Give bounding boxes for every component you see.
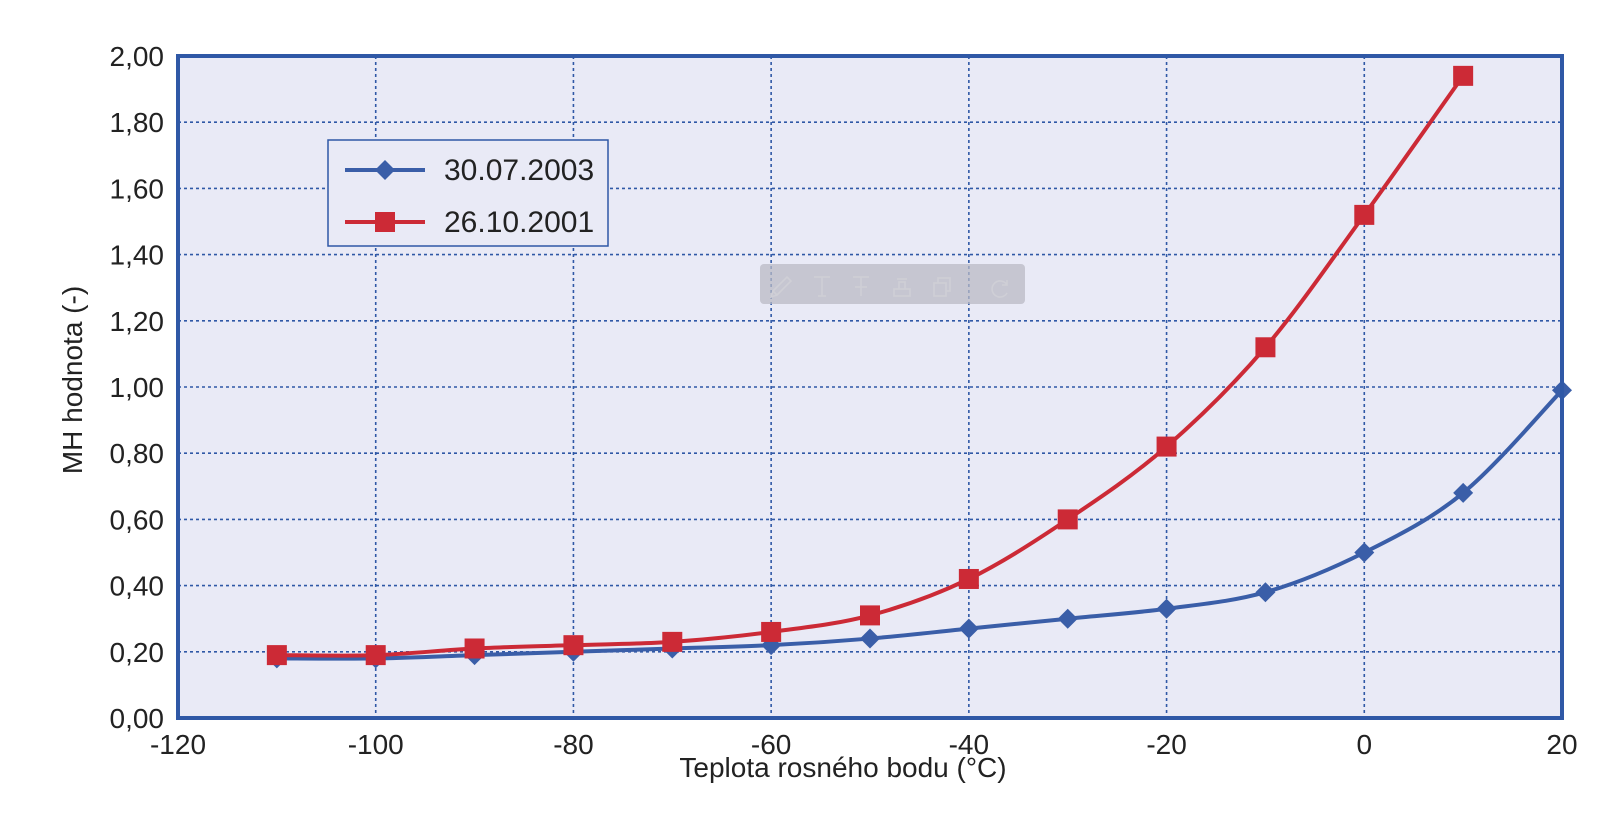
series-line [276, 74, 1465, 658]
data-point [958, 568, 979, 589]
data-point [1255, 337, 1276, 358]
x-tick-label: -80 [553, 729, 593, 760]
y-tick-label: 1,00 [110, 372, 165, 403]
plot-frame [176, 54, 1564, 720]
legend-marker [375, 160, 395, 180]
y-tick-label: 1,80 [110, 107, 165, 138]
y-tick-label: 1,40 [110, 240, 165, 271]
tick-labels: -120 -100 -80 -60 -40 -20 0 20 0,00 0,20 0,40 0,60 0… [110, 41, 1578, 760]
rotate-icon[interactable] [991, 280, 1008, 298]
toolbar-background [760, 264, 1025, 304]
legend-item: 30.07.2003 [345, 154, 594, 187]
copy-icon[interactable] [933, 277, 951, 297]
x-tick-label: 20 [1546, 729, 1577, 760]
x-tick-label: -20 [1146, 729, 1186, 760]
legend-label: 30.07.2003 [444, 154, 594, 187]
series-2 [266, 65, 1474, 666]
x-tick-label: 0 [1356, 729, 1372, 760]
x-tick-label: -60 [751, 729, 791, 760]
y-tick-label: 0,40 [110, 571, 165, 602]
x-tick-label: -40 [949, 729, 989, 760]
y-tick-label: 0,00 [110, 703, 165, 734]
y-tick-label: 0,80 [110, 438, 165, 469]
data-point [1057, 509, 1078, 530]
data-point [860, 605, 880, 626]
data-point [958, 618, 979, 639]
x-tick-label: -100 [348, 729, 404, 760]
x-tick-label: -120 [150, 729, 206, 760]
data-point [761, 621, 782, 642]
data-point [1354, 204, 1375, 225]
grid [178, 56, 1562, 718]
legend-label: 26.10.2001 [444, 206, 594, 239]
data-point [266, 645, 287, 666]
y-axis-title: MH hodnota (-) [57, 286, 88, 474]
data-point [563, 635, 584, 656]
data-point [365, 645, 386, 666]
legend-item: 26.10.2001 [345, 206, 594, 239]
data-point [662, 631, 683, 652]
y-tick-label: 1,60 [110, 173, 165, 204]
y-tick-label: 0,60 [110, 504, 165, 535]
data-point [1057, 608, 1078, 629]
y-tick-label: 1,20 [110, 306, 165, 337]
x-axis-title: Teplota rosného bodu (°C) [679, 752, 1006, 783]
data-point [1453, 482, 1474, 503]
data-point [464, 638, 485, 659]
legend: 30.07.2003 26.10.2001 [327, 139, 609, 247]
stamp-icon[interactable] [893, 278, 911, 297]
data-point [1156, 436, 1177, 457]
legend-marker [375, 212, 395, 232]
floating-toolbar[interactable] [760, 264, 1025, 304]
data-point [1255, 582, 1276, 603]
legend-box [327, 139, 609, 247]
text-icon[interactable] [814, 276, 830, 297]
y-tick-label: 2,00 [110, 41, 165, 72]
data-point [860, 628, 880, 649]
pencil-icon[interactable] [769, 275, 793, 299]
y-tick-label: 0,20 [110, 637, 165, 668]
data-point [1354, 542, 1375, 563]
data-point [1156, 598, 1177, 619]
strikethrough-text-icon[interactable] [853, 276, 869, 296]
data-point [1453, 65, 1474, 86]
